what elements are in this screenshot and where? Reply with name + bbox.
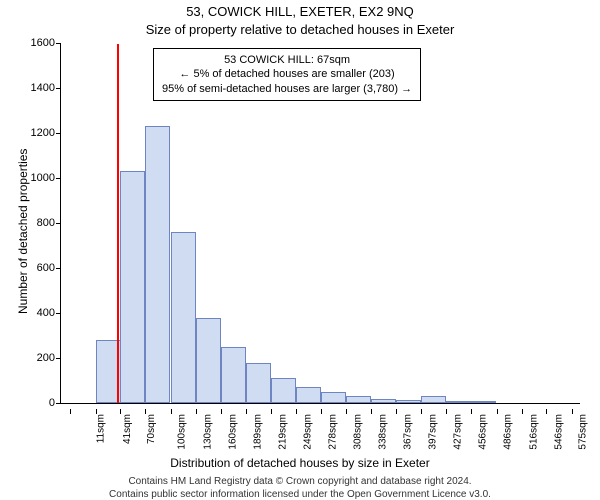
reference-marker	[117, 44, 119, 403]
x-tick: 249sqm	[271, 50, 272, 409]
x-tick: 338sqm	[346, 50, 347, 409]
y-tick: 1600	[15, 37, 55, 49]
histogram-bar	[271, 378, 296, 403]
footer-text: Contains HM Land Registry data © Crown c…	[0, 476, 600, 500]
histogram-bar	[120, 171, 145, 403]
histogram-bar	[346, 396, 371, 403]
x-tick: 278sqm	[296, 50, 297, 409]
legend-line: 95% of semi-detached houses are larger (…	[162, 82, 412, 96]
x-axis-label: Distribution of detached houses by size …	[0, 456, 600, 470]
histogram-bar	[471, 401, 496, 403]
x-tick: 486sqm	[471, 50, 472, 409]
y-tick: 1200	[15, 127, 55, 139]
histogram-bar	[371, 399, 396, 404]
histogram-bar	[421, 396, 446, 403]
legend-box: 53 COWICK HILL: 67sqm← 5% of detached ho…	[153, 48, 421, 101]
x-tick: 605sqm	[572, 50, 573, 409]
x-tick: 575sqm	[546, 50, 547, 409]
histogram-bar	[446, 401, 471, 403]
chart-root: 53, COWICK HILL, EXETER, EX2 9NQ Size of…	[0, 0, 600, 500]
legend-line: 53 COWICK HILL: 67sqm	[162, 53, 412, 67]
x-tick: 308sqm	[321, 50, 322, 409]
plot-area: 0200400600800100012001400160011sqm41sqm7…	[60, 44, 580, 404]
x-tick: 546sqm	[522, 50, 523, 409]
footer-line-2: Contains public sector information licen…	[0, 489, 600, 500]
footer-line-1: Contains HM Land Registry data © Crown c…	[0, 476, 600, 489]
histogram-bar	[171, 232, 196, 403]
histogram-bar	[296, 387, 321, 403]
histogram-bar	[396, 400, 421, 403]
x-tick: 516sqm	[497, 50, 498, 409]
histogram-bar	[321, 392, 346, 403]
histogram-bar	[246, 363, 271, 404]
y-tick: 200	[15, 352, 55, 364]
y-tick: 0	[15, 397, 55, 409]
legend-line: ← 5% of detached houses are smaller (203…	[162, 67, 412, 81]
histogram-bar	[145, 126, 170, 403]
y-axis-label: Number of detached properties	[16, 149, 30, 314]
x-tick: 367sqm	[371, 50, 372, 409]
chart-supertitle: 53, COWICK HILL, EXETER, EX2 9NQ	[0, 4, 600, 19]
x-tick: 427sqm	[421, 50, 422, 409]
x-tick: 219sqm	[246, 50, 247, 409]
histogram-bar	[221, 347, 246, 403]
x-tick: 11sqm	[70, 50, 71, 409]
y-tick: 1400	[15, 82, 55, 94]
histogram-bar	[196, 318, 221, 404]
x-tick: 456sqm	[446, 50, 447, 409]
chart-subtitle: Size of property relative to detached ho…	[0, 22, 600, 37]
x-tick: 397sqm	[396, 50, 397, 409]
